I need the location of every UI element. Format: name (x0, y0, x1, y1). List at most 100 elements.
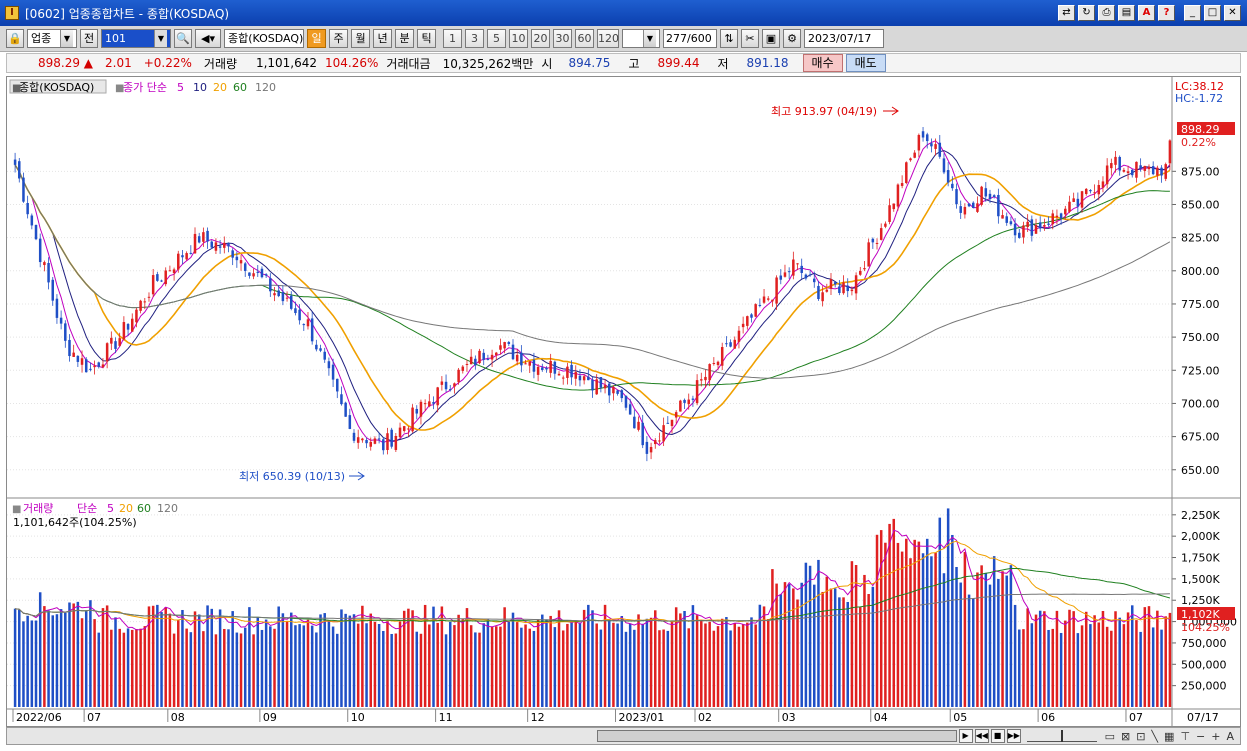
candle-body (1151, 166, 1155, 175)
gear-icon[interactable]: ⚙ (783, 29, 801, 48)
price-legend-box (9, 79, 107, 94)
tool1-icon[interactable]: ⊠ (1120, 729, 1131, 743)
zoom-slider[interactable] (1026, 730, 1097, 742)
volume-bar (875, 534, 879, 707)
volume-bar (97, 632, 101, 707)
candle-body (1114, 156, 1117, 165)
swap-icon[interactable]: ⇅ (720, 29, 738, 48)
tab-week[interactable]: 주 (329, 29, 348, 48)
candle-body (750, 314, 753, 318)
price-legend-ma10: 10 (193, 81, 207, 94)
count-field[interactable]: 277/600 (663, 29, 717, 48)
interval-select[interactable]: ▼ (622, 29, 660, 48)
minute-10-button[interactable]: 10 (509, 29, 528, 48)
play-icon[interactable]: ▶ (958, 729, 973, 743)
refresh-icon[interactable]: ↻ (1078, 5, 1095, 21)
candle-body (846, 285, 849, 292)
volume-bar (256, 617, 260, 707)
speaker-icon[interactable]: ◀▾ (195, 29, 221, 48)
prev-button[interactable]: 전 (80, 29, 98, 48)
code-value: 101 (105, 32, 126, 45)
volume-bar (1114, 611, 1117, 707)
candle-body (84, 359, 88, 373)
print-icon[interactable]: ⎙ (1098, 5, 1115, 21)
horizontal-scrollbar[interactable] (7, 729, 547, 743)
market-select[interactable]: 업종 ▼ (27, 29, 77, 48)
candle-body (269, 278, 272, 292)
candle-body (758, 304, 762, 306)
stop-icon[interactable]: ■ (990, 729, 1005, 743)
close-button[interactable]: ✕ (1224, 5, 1241, 21)
volume-bar (520, 627, 523, 707)
fast-forward-icon[interactable]: ▶▶ (1006, 729, 1021, 743)
maximize-button[interactable]: □ (1204, 5, 1221, 21)
minute-20-button[interactable]: 20 (531, 29, 550, 48)
tab-minute[interactable]: 분 (395, 29, 414, 48)
zoom-in-icon[interactable]: + (1211, 729, 1221, 743)
date-field[interactable]: 2023/07/17▦ (804, 29, 884, 60)
candle-body (925, 134, 929, 142)
price-change: 2.01 (105, 56, 132, 70)
volume-bar (888, 523, 891, 707)
minimize-button[interactable]: _ (1184, 5, 1201, 21)
tab-year[interactable]: 년 (373, 29, 392, 48)
chart-area[interactable]: 875.00 850.00 825.00 800.00 775.00 750.00 725.… (6, 76, 1241, 727)
chart-type-icon[interactable]: ▭ (1104, 729, 1115, 743)
text-icon[interactable]: ⊤ (1180, 729, 1191, 743)
minute-1-button[interactable]: 1 (443, 29, 462, 48)
volume-bar (867, 594, 870, 707)
amount-value: 10,325,262백만 (442, 56, 534, 71)
volume-bar (331, 626, 335, 707)
candle-body (1013, 223, 1017, 236)
volume-bar (319, 614, 322, 707)
tab-tick[interactable]: 틱 (417, 29, 436, 48)
zoom-knob[interactable] (1060, 730, 1063, 742)
volume-bar (900, 551, 904, 707)
candle-body (854, 275, 858, 294)
minute-60-button[interactable]: 60 (575, 29, 594, 48)
current-volume-pct: 104.25% (1181, 621, 1230, 634)
trendline-icon[interactable]: ╲ (1151, 729, 1159, 743)
rewind-icon[interactable]: ◀◀ (974, 729, 989, 743)
save-screen-icon[interactable]: ▤ (1118, 5, 1135, 21)
volume-bar (1093, 615, 1096, 707)
tab-month[interactable]: 월 (351, 29, 370, 48)
crosshair-icon[interactable]: ✂ (741, 29, 759, 48)
candle-body (227, 243, 230, 247)
volume-bar (38, 592, 42, 707)
save-icon[interactable]: ▣ (762, 29, 780, 48)
minute-3-button[interactable]: 3 (465, 29, 484, 48)
volume-bar (591, 610, 594, 707)
link-icon[interactable]: ⇄ (1058, 5, 1075, 21)
tool2-icon[interactable]: ⊡ (1136, 729, 1146, 743)
volume-bar (235, 632, 239, 707)
candle-body (1118, 156, 1121, 171)
font-size-icon[interactable]: A (1226, 729, 1234, 743)
help-icon[interactable]: ? (1158, 5, 1175, 21)
volume-bar (804, 562, 808, 707)
buy-button[interactable]: 매수 (802, 54, 843, 72)
sell-button[interactable]: 매도 (845, 54, 886, 72)
zoom-out-icon[interactable]: − (1196, 729, 1206, 743)
candle-body (34, 224, 38, 240)
high-value: 899.44 (657, 56, 700, 70)
search-icon[interactable]: 🔍 (174, 29, 192, 48)
candle-body (716, 361, 720, 366)
minute-5-button[interactable]: 5 (487, 29, 506, 48)
font-icon[interactable]: A (1138, 5, 1155, 21)
minute-120-button[interactable]: 120 (597, 29, 619, 48)
candle-body (1026, 221, 1029, 228)
candle-body (879, 228, 883, 240)
chart-canvas[interactable]: 875.00 850.00 825.00 800.00 775.00 750.00 725.… (7, 77, 1240, 726)
scroll-thumb[interactable] (596, 730, 957, 742)
tab-day[interactable]: 일 (307, 29, 326, 48)
lock-icon[interactable]: 🔒 (6, 29, 24, 48)
count-value: 277 (666, 32, 687, 45)
grid-icon[interactable]: ▦ (1164, 729, 1175, 743)
minute-30-button[interactable]: 30 (553, 29, 572, 48)
candle-body (1168, 140, 1172, 164)
volume-bar (264, 619, 268, 707)
code-input[interactable]: 101 ▼ (101, 29, 171, 48)
candle-body (1076, 198, 1080, 207)
volume-bar (369, 613, 372, 707)
